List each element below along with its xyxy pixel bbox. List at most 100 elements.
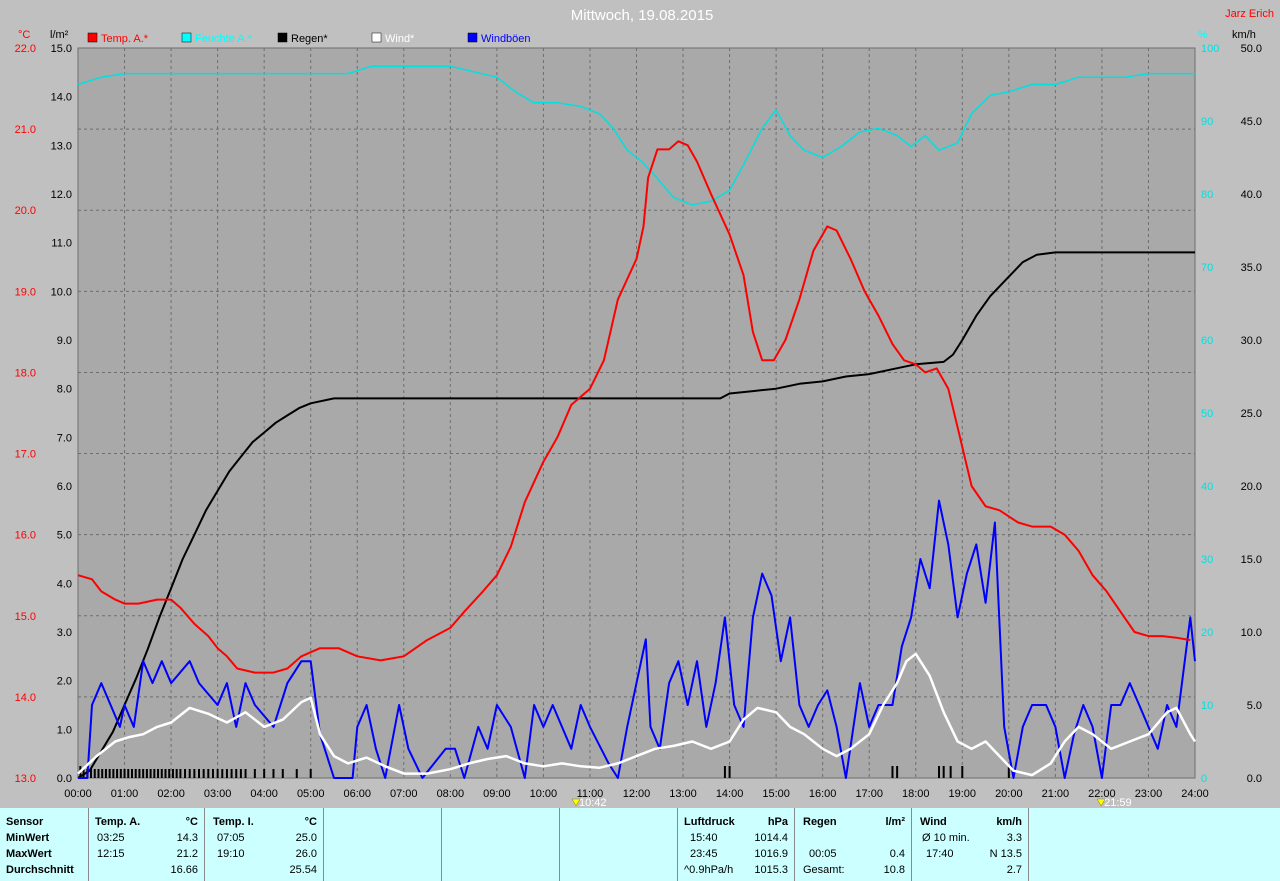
rain-bar	[272, 769, 275, 778]
temp-a-unit: °C	[185, 816, 198, 828]
legend-swatch-2	[277, 32, 288, 43]
luftdruck-min-value: 1014.4	[754, 832, 788, 844]
wind-unit-label: km/h	[1232, 29, 1256, 41]
wind-tick-label: 15.0	[1241, 554, 1262, 566]
rain-tick-label: 8.0	[57, 384, 72, 396]
rain-bar	[295, 769, 298, 778]
rain-bar	[130, 769, 133, 778]
temp-tick-label: 13.0	[15, 773, 36, 785]
rain-bar	[101, 769, 104, 778]
rain-bar	[175, 769, 178, 778]
rain-bar	[961, 766, 964, 778]
rain-tick-label: 2.0	[57, 676, 72, 688]
rain-bar	[90, 769, 93, 778]
temp-tick-label: 20.0	[15, 205, 36, 217]
time-tick-label: 18:00	[902, 788, 930, 800]
rain-tick-label: 1.0	[57, 724, 72, 736]
temp-a-column: Temp. A. °C 03:25 14.3 12:15 21.2 16.66	[89, 808, 205, 881]
time-tick-label: 16:00	[809, 788, 837, 800]
rain-bar	[239, 769, 242, 778]
rain-bar	[119, 769, 122, 778]
time-tick-label: 22:00	[1088, 788, 1116, 800]
luftdruck-max-value: 1016.9	[754, 848, 788, 860]
humidity-tick-label: 80	[1201, 189, 1213, 201]
rain-bar	[112, 769, 115, 778]
sensor-column: Sensor MinWert MaxWert Durchschnitt	[0, 808, 89, 881]
rain-tick-label: 11.0	[51, 238, 72, 250]
rain-tick-label: 12.0	[51, 189, 72, 201]
rain-bar	[127, 769, 130, 778]
temp-tick-label: 14.0	[15, 692, 36, 704]
rain-bar	[942, 766, 945, 778]
series-line-wind	[77, 652, 1197, 777]
axis-labels: 22.0 21.0 20.0 19.0 18.0 17.0 16.0 15.0 14.0 13.0…	[15, 43, 1262, 800]
weather-chart: Mittwoch, 19.08.2015 Jarz Erich Temp. A.…	[14, 7, 1274, 808]
sunrise-icon	[571, 798, 581, 807]
time-tick-label: 00:00	[64, 788, 92, 800]
grid	[77, 47, 1196, 779]
rain-bar	[168, 769, 171, 778]
time-tick-label: 23:00	[1135, 788, 1163, 800]
rain-bar	[193, 769, 196, 778]
luftdruck-max-time: 23:45	[690, 848, 718, 860]
wind-tick-label: 0.0	[1247, 773, 1262, 785]
wind-avg10-label: Ø 10 min.	[922, 832, 970, 844]
sensor-header: Sensor	[6, 816, 44, 828]
rain-bar	[153, 769, 156, 778]
wind-header: Wind	[920, 816, 947, 828]
rain-bar	[244, 769, 247, 778]
temp-tick-label: 21.0	[15, 124, 36, 136]
statistics-panel: Sensor MinWert MaxWert Durchschnitt Temp…	[0, 808, 1280, 881]
humidity-tick-label: 50	[1201, 408, 1213, 420]
rain-bar	[160, 769, 163, 778]
rain-bar	[142, 769, 145, 778]
legend: Temp. A.* Feuchte A.* Regen* Wind* Windböen	[87, 32, 531, 45]
rain-bar	[93, 769, 96, 778]
humidity-tick-label: 60	[1201, 335, 1213, 347]
rain-bar	[263, 769, 266, 778]
legend-label-0: Temp. A.*	[101, 33, 149, 45]
time-tick-label: 03:00	[204, 788, 232, 800]
temp-tick-label: 16.0	[15, 530, 36, 542]
luftdruck-average: 1015.3	[754, 864, 788, 876]
rain-bar	[123, 769, 126, 778]
rain-bar	[211, 769, 214, 778]
temp-i-max-value: 26.0	[295, 848, 317, 860]
temp-i-unit: °C	[304, 816, 317, 828]
series-line-windb-en	[78, 499, 1196, 779]
regen-total-label: Gesamt:	[803, 864, 845, 876]
luftdruck-header: Luftdruck	[684, 816, 735, 828]
temp-a-min-value: 14.3	[176, 832, 198, 844]
rain-bar	[309, 769, 312, 778]
wind-tick-label: 35.0	[1241, 262, 1262, 274]
rain-bar	[281, 769, 284, 778]
rain-bar	[225, 769, 228, 778]
rain-bar	[188, 769, 191, 778]
temp-a-max-time: 12:15	[97, 848, 125, 860]
temp-i-header: Temp. I.	[213, 816, 254, 828]
rain-bar	[171, 769, 174, 778]
rain-tick-label: 10.0	[51, 286, 72, 298]
rain-bar	[728, 766, 731, 778]
wind-max-value: N 13.5	[989, 848, 1022, 860]
regen-max-time: 00:05	[809, 848, 837, 860]
regen-max-value: 0.4	[889, 848, 905, 860]
temp-tick-label: 18.0	[15, 367, 36, 379]
time-tick-label: 07:00	[390, 788, 418, 800]
wind-tick-label: 25.0	[1241, 408, 1262, 420]
temp-a-max-value: 21.2	[176, 848, 198, 860]
time-tick-label: 12:00	[623, 788, 651, 800]
rain-bar	[138, 769, 141, 778]
rain-bar	[108, 769, 111, 778]
rain-unit-label: l/m²	[50, 29, 69, 41]
series-line-temp-a	[77, 140, 1191, 674]
wind-tick-label: 5.0	[1247, 700, 1262, 712]
rain-bars	[79, 766, 1010, 778]
rain-tick-label: 7.0	[57, 432, 72, 444]
legend-label-1: Feuchte A.*	[195, 33, 253, 45]
sunset-label: 21:59	[1104, 797, 1132, 808]
temp-tick-label: 17.0	[15, 449, 36, 461]
legend-swatch-4	[467, 32, 478, 43]
time-tick-label: 04:00	[250, 788, 278, 800]
empty-column-1	[324, 808, 442, 881]
